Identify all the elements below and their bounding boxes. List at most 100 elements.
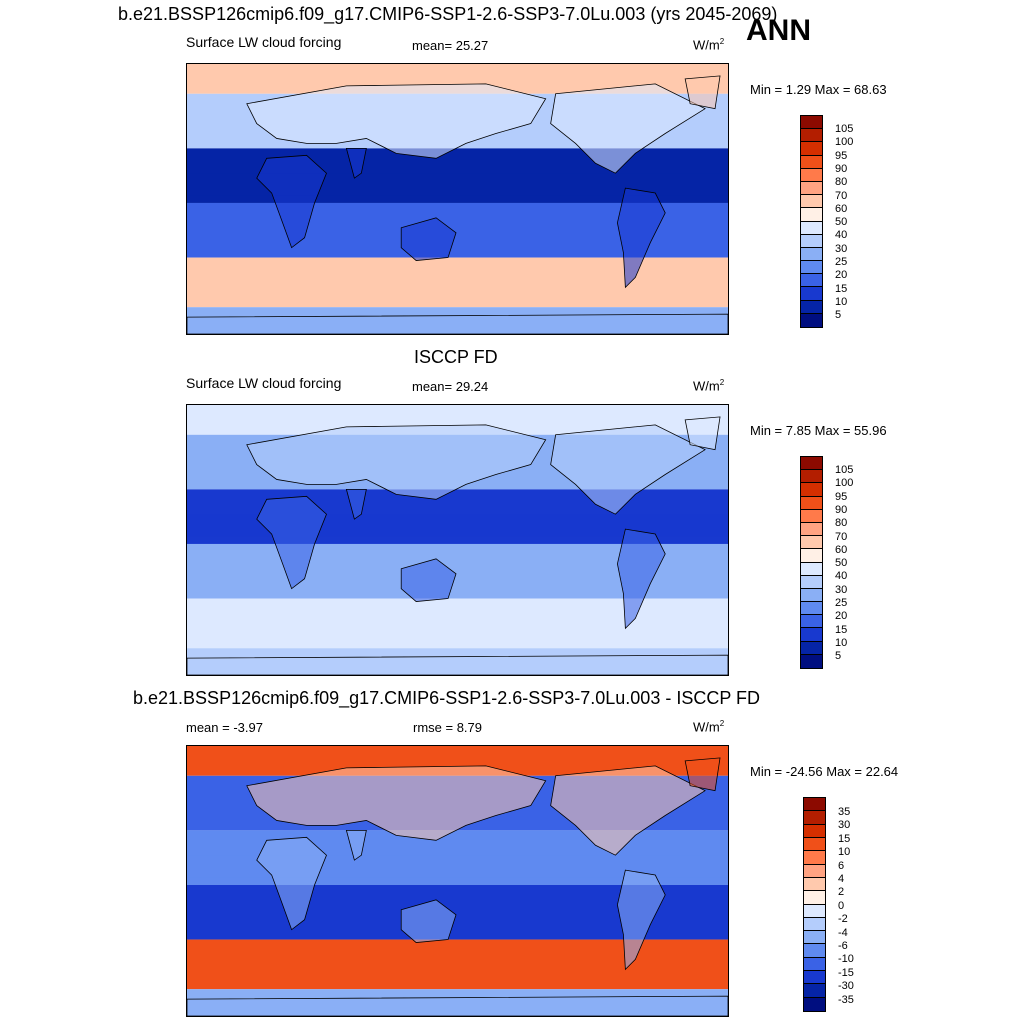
india-coastline: [345, 147, 367, 179]
colorbar-label: 70: [835, 189, 848, 202]
australia-coastline: [400, 899, 457, 943]
colorbar-swatch: [801, 261, 822, 275]
australia-coastline: [400, 558, 457, 602]
colorbar-label: 90: [835, 162, 848, 175]
samerica-coastline: [617, 528, 666, 630]
panel3-heading: b.e21.BSSP126cmip6.f09_g17.CMIP6-SSP1-2.…: [133, 688, 761, 708]
colorbar-swatch: [804, 984, 825, 998]
namerica-coastline: [550, 765, 706, 856]
colorbar-swatch: [804, 824, 825, 838]
colorbar-label: 30: [838, 819, 851, 832]
colorbar-swatch: [801, 654, 822, 668]
colorbar-swatch: [801, 155, 822, 169]
india-coastline: [345, 488, 367, 520]
colorbar-label: 50: [835, 557, 848, 570]
africa-coastline: [256, 836, 327, 931]
colorbar-label: 40: [835, 570, 848, 583]
colorbar-label: 20: [835, 610, 848, 623]
panel3-mean: mean = -3.97: [186, 720, 263, 735]
colorbar-swatch: [804, 837, 825, 852]
colorbar-label: 60: [835, 543, 848, 556]
australia-coastline: [400, 217, 457, 261]
eurasia-coastline: [246, 424, 547, 500]
colorbar-swatch: [804, 971, 825, 985]
panel2-units: W/m2: [693, 378, 725, 394]
colorbar-swatch: [801, 628, 822, 642]
colorbar-swatch: [804, 877, 825, 892]
colorbar-label: -30: [838, 980, 854, 993]
colorbar-label: 40: [835, 229, 848, 242]
colorbar-label: -2: [838, 913, 848, 926]
zonal-band: [187, 939, 728, 990]
colorbar-label: 0: [838, 899, 845, 912]
colorbar-swatch: [804, 997, 825, 1011]
africa-coastline: [256, 154, 327, 249]
panel3-units: W/m2: [693, 719, 725, 735]
namerica-coastline: [550, 83, 706, 174]
panel1-map-svg: [187, 64, 728, 334]
zonal-band: [187, 598, 728, 649]
colorbar-swatch: [804, 931, 825, 945]
colorbar-label: -15: [838, 966, 854, 979]
colorbar-label: 15: [835, 282, 848, 295]
colorbar-swatch: [801, 313, 822, 327]
colorbar-swatch: [804, 944, 825, 958]
antarctica-coastline: [187, 995, 728, 1016]
panel2-variable: Surface LW cloud forcing: [186, 375, 342, 391]
colorbar-label: 30: [835, 583, 848, 596]
colorbar-label: 4: [838, 873, 845, 885]
greenland-coastline: [684, 416, 721, 451]
colorbar-label: 50: [835, 216, 848, 229]
panel1-mean: mean= 25.27: [412, 38, 489, 53]
colorbar-label: 100: [835, 477, 854, 490]
colorbar-swatch: [801, 300, 822, 314]
colorbar-swatch: [804, 957, 825, 972]
colorbar-label: 105: [835, 123, 854, 135]
colorbar-label: 5: [835, 309, 842, 322]
zonal-band: [187, 257, 728, 308]
colorbar-swatch: [801, 496, 822, 510]
samerica-coastline: [617, 869, 666, 971]
colorbar-swatch: [801, 168, 822, 182]
panel3-minmax: Min = -24.56 Max = 22.64: [750, 764, 899, 779]
colorbar-swatch: [801, 116, 822, 130]
colorbar-label: 2: [838, 886, 845, 899]
panel1-map: [186, 63, 729, 335]
colorbar-label: 5: [835, 650, 842, 663]
india-coastline: [345, 829, 367, 861]
antarctica-coastline: [187, 654, 728, 675]
colorbar-label: -4: [838, 926, 848, 939]
colorbar-label: 25: [835, 597, 848, 609]
colorbar-label: 20: [835, 269, 848, 282]
panel2-colorbar: [800, 456, 823, 669]
colorbar-swatch: [801, 575, 822, 589]
season-label: ANN: [746, 14, 811, 47]
colorbar-label: 6: [838, 859, 845, 872]
colorbar-label: 15: [835, 623, 848, 636]
panel3-map: [186, 745, 729, 1017]
colorbar-label: 35: [838, 806, 851, 818]
colorbar-label: 10: [835, 295, 848, 308]
panel2-minmax: Min = 7.85 Max = 55.96: [750, 423, 887, 438]
panel3-map-svg: [187, 746, 728, 1016]
panel2-heading: ISCCP FD: [414, 347, 498, 367]
eurasia-coastline: [246, 83, 547, 159]
colorbar-label: 105: [835, 464, 854, 476]
colorbar-swatch: [804, 904, 825, 918]
colorbar-swatch: [801, 536, 822, 550]
colorbar-label: 95: [835, 490, 848, 503]
colorbar-swatch: [801, 221, 822, 235]
panel3-colorbar: [803, 797, 826, 1012]
africa-coastline: [256, 495, 327, 590]
colorbar-swatch: [801, 588, 822, 603]
colorbar-swatch: [801, 509, 822, 523]
colorbar-swatch: [801, 470, 822, 484]
samerica-coastline: [617, 187, 666, 289]
colorbar-swatch: [801, 195, 822, 209]
colorbar-swatch: [804, 811, 825, 825]
colorbar-label: 100: [835, 136, 854, 149]
antarctica-coastline: [187, 313, 728, 334]
colorbar-swatch: [801, 562, 822, 576]
panel1-minmax: Min = 1.29 Max = 68.63: [750, 82, 887, 97]
colorbar-label: 95: [835, 149, 848, 162]
